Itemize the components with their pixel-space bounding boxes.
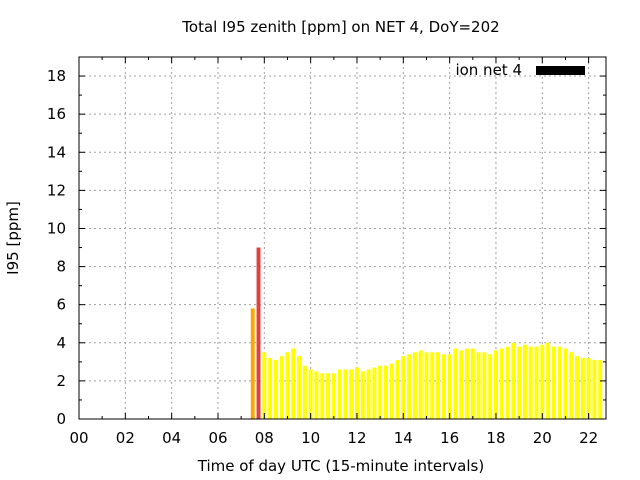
- bar: [418, 350, 423, 419]
- bars: [250, 247, 603, 419]
- x-tick-label: 22: [579, 429, 598, 447]
- bar: [557, 346, 562, 419]
- y-tick-label: 6: [56, 296, 66, 314]
- bar: [395, 359, 400, 419]
- y-tick-label: 16: [47, 105, 66, 123]
- x-tick-label: 16: [440, 429, 459, 447]
- bar: [331, 373, 336, 419]
- bar: [580, 358, 585, 419]
- x-tick-label: 20: [533, 429, 552, 447]
- legend-label: ion net 4: [455, 61, 522, 79]
- y-tick-label: 4: [56, 334, 66, 352]
- bar: [424, 352, 429, 419]
- x-tick-label: 08: [255, 429, 274, 447]
- y-axis-label: I95 [ppm]: [4, 201, 22, 275]
- x-tick-labels: 00 02 04 06 08 10 12 14 16 18 20 22: [69, 429, 598, 447]
- bar: [320, 373, 325, 419]
- bar: [401, 356, 406, 419]
- bar: [326, 373, 330, 419]
- bar: [302, 365, 307, 419]
- bar: [569, 352, 574, 419]
- bar: [592, 359, 597, 419]
- bar: [268, 358, 273, 419]
- bar: [465, 348, 469, 419]
- bar: [372, 367, 377, 419]
- bar: [308, 369, 313, 419]
- bar: [412, 352, 417, 419]
- bar: [482, 352, 487, 419]
- bar: [441, 354, 446, 419]
- bar: [470, 348, 475, 419]
- bar: [505, 346, 510, 419]
- x-tick-label: 12: [347, 429, 366, 447]
- bar: [493, 350, 498, 419]
- bar: [430, 352, 435, 419]
- bar: [459, 350, 464, 419]
- y-tick-label: 8: [56, 258, 66, 276]
- axis-ticks: [78, 57, 606, 420]
- legend-swatch: [536, 66, 585, 75]
- bar: [540, 344, 545, 419]
- x-tick-label: 00: [69, 429, 88, 447]
- bar: [517, 346, 522, 419]
- bar: [383, 365, 388, 419]
- x-tick-label: 04: [162, 429, 181, 447]
- bar: [337, 369, 342, 419]
- bar: [575, 356, 580, 419]
- plot-frame: [78, 56, 607, 420]
- bar: [407, 354, 412, 419]
- bar: [314, 371, 319, 419]
- bar: [256, 247, 261, 419]
- y-tick-label: 10: [47, 219, 66, 237]
- bar: [250, 308, 255, 419]
- y-tick-label: 14: [47, 143, 66, 161]
- bar: [528, 346, 533, 419]
- bar: [499, 348, 504, 419]
- bar: [273, 359, 278, 419]
- x-tick-label: 02: [116, 429, 135, 447]
- legend: ion net 4: [455, 61, 585, 79]
- bar: [546, 342, 551, 419]
- bar: [534, 346, 539, 419]
- y-tick-labels: 0 2 4 6 8 10 12 14 16 18: [47, 67, 66, 428]
- bar: [343, 369, 348, 419]
- bar: [262, 352, 267, 419]
- bar: [476, 352, 481, 419]
- bar: [291, 348, 296, 419]
- bar: [279, 356, 284, 419]
- x-axis-label: Time of day UTC (15-minute intervals): [197, 457, 484, 475]
- y-tick-label: 2: [56, 372, 66, 390]
- x-tick-label: 18: [486, 429, 505, 447]
- x-tick-label: 14: [394, 429, 413, 447]
- x-tick-label: 06: [208, 429, 227, 447]
- bar: [551, 346, 556, 419]
- bar: [389, 363, 394, 419]
- bar: [355, 367, 359, 419]
- bar: [378, 365, 383, 419]
- chart-title: Total I95 zenith [ppm] on NET 4, DoY=202: [181, 18, 499, 36]
- bar: [366, 369, 371, 419]
- bar: [563, 348, 568, 419]
- bar: [436, 352, 441, 419]
- bar: [488, 354, 493, 419]
- bar: [447, 354, 452, 419]
- bar: [586, 358, 591, 419]
- bar: [297, 356, 302, 419]
- bar: [511, 342, 516, 419]
- x-tick-label: 10: [301, 429, 320, 447]
- y-tick-label: 18: [47, 67, 66, 85]
- grid-lines: [79, 57, 606, 419]
- bar: [349, 369, 354, 419]
- y-tick-label: 12: [47, 181, 66, 199]
- bar: [598, 359, 603, 419]
- bar: [453, 348, 458, 419]
- bar: [522, 344, 527, 419]
- bar: [360, 371, 365, 419]
- y-tick-label: 0: [56, 410, 66, 428]
- bar: [285, 352, 290, 419]
